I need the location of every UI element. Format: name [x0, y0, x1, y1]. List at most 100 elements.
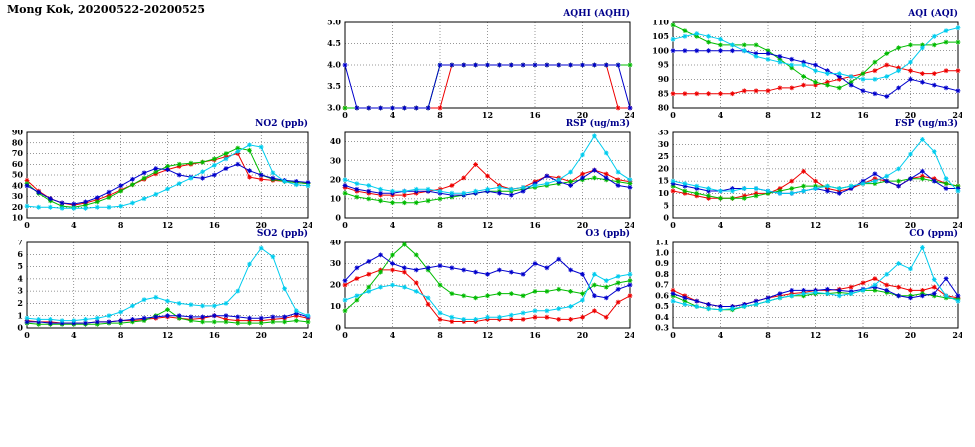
svg-text:4: 4 [718, 220, 724, 230]
svg-text:12: 12 [482, 330, 493, 340]
svg-text:1.1: 1.1 [655, 240, 669, 247]
svg-text:12: 12 [482, 110, 493, 120]
svg-text:4: 4 [71, 220, 77, 230]
svg-text:0: 0 [670, 220, 676, 230]
svg-text:3.0: 3.0 [327, 103, 341, 113]
svg-text:8: 8 [765, 110, 771, 120]
svg-text:110: 110 [652, 20, 669, 27]
svg-text:0.8: 0.8 [655, 269, 669, 279]
plot-co: 0.3 0.4 0.5 0.6 0.7 0.8 0.9 1.0 1.1 0 4 8 12 16 20 24 [646, 240, 962, 341]
svg-text:12: 12 [482, 220, 493, 230]
svg-text:0: 0 [335, 213, 341, 223]
svg-text:1: 1 [17, 310, 23, 320]
svg-text:6: 6 [17, 249, 23, 259]
svg-text:10: 10 [658, 188, 670, 198]
chart-co: CO (ppm) 0.3 0.4 0.5 0.6 0.7 0.8 0.9 1.0 1.1 0 4 8 1… [646, 228, 962, 341]
svg-text:12: 12 [810, 110, 821, 120]
svg-text:20: 20 [577, 110, 589, 120]
svg-text:12: 12 [162, 220, 173, 230]
svg-text:0: 0 [335, 323, 341, 333]
svg-text:24: 24 [624, 330, 634, 340]
svg-text:100: 100 [652, 45, 669, 55]
svg-text:15: 15 [658, 176, 669, 186]
plot-aqhi: 3.0 3.5 4.0 4.5 5.0 0 4 8 12 16 20 24 [318, 20, 634, 121]
svg-text:20: 20 [256, 220, 268, 230]
chart-so2: SO2 (ppb) 0 1 2 3 4 5 6 7 0 4 8 12 16 20 24 [0, 228, 312, 341]
svg-text:25: 25 [658, 151, 669, 161]
svg-text:12: 12 [810, 330, 821, 340]
svg-text:0.4: 0.4 [655, 312, 669, 322]
svg-text:4: 4 [718, 330, 724, 340]
svg-text:20: 20 [905, 330, 917, 340]
plot-aqi: 80 85 90 95 100 105 110 0 4 8 12 16 20 24 [646, 20, 962, 121]
svg-text:40: 40 [330, 136, 342, 146]
chart-o3: O3 (ppb) 0 10 20 30 40 0 4 8 12 16 20 24 [318, 228, 634, 341]
svg-text:24: 24 [952, 330, 962, 340]
svg-text:4: 4 [390, 110, 396, 120]
svg-text:30: 30 [330, 155, 342, 165]
svg-text:8: 8 [437, 110, 443, 120]
svg-text:20: 20 [577, 220, 589, 230]
svg-text:0.6: 0.6 [655, 290, 669, 300]
chart-title-o3: O3 (ppb) [585, 229, 630, 239]
chart-fsp: FSP (ug/m3) 0 5 10 15 20 25 30 35 0 4 8 12 16 20 24 [646, 118, 962, 231]
chart-title-co: CO (ppm) [909, 229, 958, 239]
svg-text:85: 85 [658, 88, 669, 98]
svg-text:8: 8 [118, 220, 124, 230]
svg-text:0.5: 0.5 [655, 301, 669, 311]
svg-text:0: 0 [342, 330, 348, 340]
svg-text:12: 12 [162, 330, 173, 340]
svg-text:7: 7 [17, 240, 23, 247]
chart-aqi: AQI (AQI) 80 85 90 95 100 105 110 0 4 8 12 16 20 24 [646, 8, 962, 121]
svg-text:5.0: 5.0 [327, 20, 341, 27]
svg-text:5: 5 [17, 261, 23, 271]
svg-text:16: 16 [529, 110, 541, 120]
svg-text:4: 4 [17, 274, 23, 284]
svg-text:20: 20 [905, 110, 917, 120]
svg-text:0: 0 [24, 220, 30, 230]
svg-text:40: 40 [12, 180, 24, 190]
chart-title-no2: NO2 (ppb) [255, 119, 308, 129]
chart-title-aqhi: AQHI (AQHI) [563, 9, 630, 19]
svg-text:50: 50 [12, 170, 24, 180]
svg-text:20: 20 [12, 202, 24, 212]
plot-o3: 0 10 20 30 40 0 4 8 12 16 20 24 [318, 240, 634, 341]
svg-text:24: 24 [624, 110, 634, 120]
svg-text:3: 3 [17, 286, 23, 296]
svg-text:4.5: 4.5 [327, 38, 341, 48]
svg-text:30: 30 [658, 139, 670, 149]
svg-text:12: 12 [810, 220, 821, 230]
svg-text:0.3: 0.3 [655, 323, 669, 333]
svg-text:4: 4 [71, 330, 77, 340]
svg-text:16: 16 [529, 220, 541, 230]
svg-text:80: 80 [12, 137, 24, 147]
chart-title-aqi: AQI (AQI) [908, 9, 958, 19]
svg-text:0: 0 [17, 323, 23, 333]
svg-text:16: 16 [857, 110, 869, 120]
svg-text:4: 4 [390, 330, 396, 340]
svg-text:40: 40 [330, 240, 342, 247]
plot-rsp: 0 10 20 30 40 0 4 8 12 16 20 24 [318, 130, 634, 231]
svg-text:24: 24 [952, 110, 962, 120]
svg-text:24: 24 [302, 330, 312, 340]
svg-text:20: 20 [330, 280, 342, 290]
svg-text:4.0: 4.0 [327, 60, 341, 70]
svg-text:8: 8 [437, 220, 443, 230]
svg-text:16: 16 [857, 330, 869, 340]
plot-no2: 10 20 30 40 50 60 70 80 90 0 4 8 12 16 20 24 [0, 130, 312, 231]
svg-text:8: 8 [118, 330, 124, 340]
svg-text:90: 90 [658, 74, 670, 84]
chart-no2: NO2 (ppb) 10 20 30 40 50 60 70 80 90 0 4 8 12 16 20 24 [0, 118, 312, 231]
chart-aqhi: AQHI (AQHI) 3.0 3.5 4.0 4.5 5.0 0 4 8 12 16 20 24 [318, 8, 634, 121]
chart-rsp: RSP (ug/m3) 0 10 20 30 40 0 4 8 12 16 20 24 [318, 118, 634, 231]
svg-text:0: 0 [342, 110, 348, 120]
svg-text:20: 20 [658, 164, 670, 174]
svg-text:24: 24 [952, 220, 962, 230]
svg-text:24: 24 [302, 220, 312, 230]
svg-text:4: 4 [390, 220, 396, 230]
svg-text:4: 4 [718, 110, 724, 120]
svg-text:8: 8 [437, 330, 443, 340]
svg-text:105: 105 [652, 31, 669, 41]
plot-fsp: 0 5 10 15 20 25 30 35 0 4 8 12 16 20 24 [646, 130, 962, 231]
